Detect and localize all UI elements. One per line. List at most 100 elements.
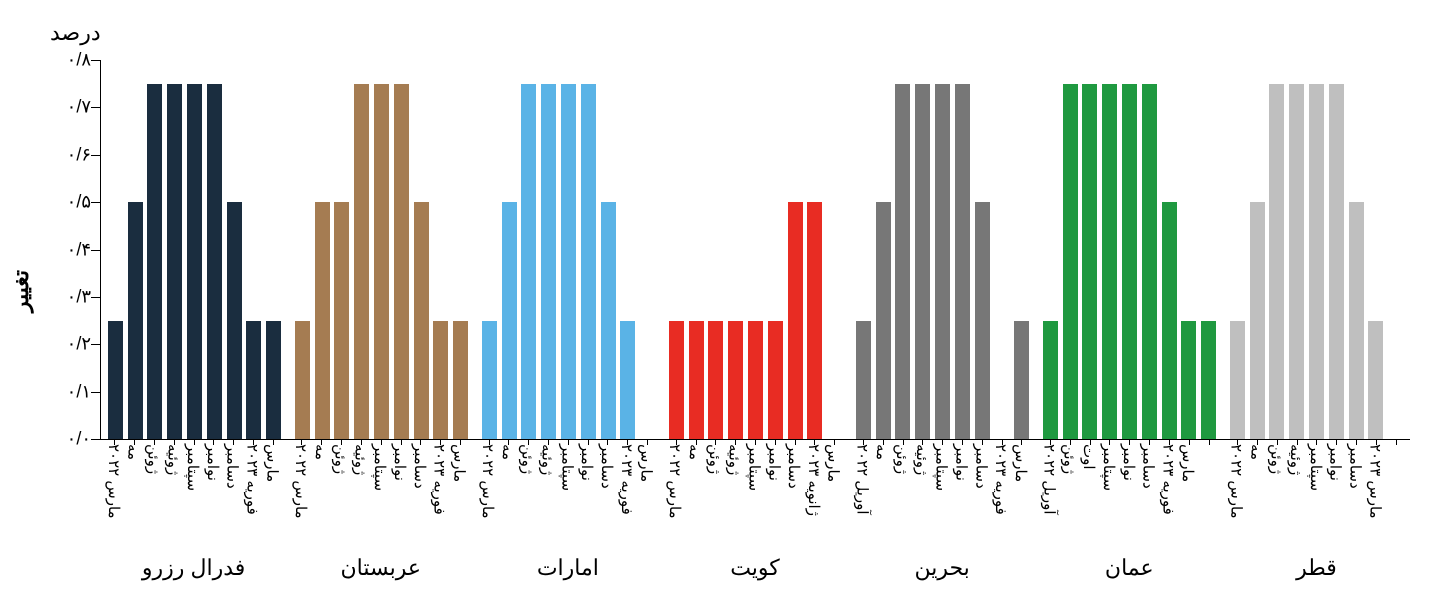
- x-bar-label: آوریل ۲۰۲۲: [855, 440, 870, 560]
- x-tick: [1376, 439, 1377, 445]
- x-tick: [1297, 439, 1298, 445]
- x-labels-region: مارس ۲۰۲۲ مه ژوئن ژوئیه سپتامبر نوامبر دسامبر ف…: [100, 440, 1410, 560]
- bar: [502, 202, 517, 439]
- plot-area: ۰/۰۰/۱۰/۲۰/۳۰/۴۰/۵۰/۶۰/۷۰/۸: [100, 60, 1410, 440]
- x-bar-label: ژوئن: [1062, 440, 1077, 560]
- x-bar-label: ژوئیه: [353, 440, 368, 560]
- group-labels-region: فدرال رزروعربستاناماراتکویتبحرینعمانقطر: [100, 555, 1410, 581]
- bar: [246, 321, 261, 439]
- x-bar-label: سپتامبر: [935, 440, 950, 560]
- x-bar-label: دسامبر: [600, 440, 615, 560]
- bar: [1201, 321, 1216, 439]
- x-bar-label: نوامبر: [580, 440, 595, 560]
- x-tick: [1277, 439, 1278, 445]
- bar: [1082, 84, 1097, 439]
- x-bar-label: مارس ۲۰۲۲: [294, 440, 309, 560]
- x-tick: [361, 439, 362, 445]
- bar: [856, 321, 871, 439]
- x-tick: [1109, 439, 1110, 445]
- bar: [187, 84, 202, 439]
- group-label: عمان: [1036, 555, 1223, 581]
- y-tick-label: ۰/۶: [51, 144, 91, 165]
- x-tick: [795, 439, 796, 445]
- x-tick: [755, 439, 756, 445]
- x-tick: [1356, 439, 1357, 445]
- x-tick: [588, 439, 589, 445]
- bar: [414, 202, 429, 439]
- bar: [167, 84, 182, 439]
- x-label-group: مارس ۲۰۲۲مهژوئنژوئیهسپتامبرنوامبردسامبرژ…: [661, 440, 848, 560]
- x-bar-label: دسامبر: [226, 440, 241, 560]
- x-bar-label: [1388, 440, 1403, 560]
- x-bar-label: فوریه ۲۰۲۳: [620, 440, 635, 560]
- x-bar-label: دسامبر: [974, 440, 989, 560]
- y-tick: [91, 202, 101, 203]
- x-bar-label: فوریه ۲۰۲۳: [994, 440, 1009, 560]
- bar: [895, 84, 910, 439]
- x-bar-label: مارس: [827, 440, 842, 560]
- x-bar-label: مارس ۲۰۲۲: [668, 440, 683, 560]
- x-bar-label: ژوئن: [146, 440, 161, 560]
- bar-group: [662, 60, 849, 439]
- y-axis-title: درصد: [50, 20, 101, 46]
- bar: [207, 84, 222, 439]
- x-bar-label: ژوئیه: [541, 440, 556, 560]
- x-label-group: آوریل ۲۰۲۲مهژوئنژوئیهسپتامبرنوامبردسامبر…: [849, 440, 1036, 560]
- bar-group: [1223, 60, 1410, 439]
- x-tick: [715, 439, 716, 445]
- x-bar-label: ژوئیه: [166, 440, 181, 560]
- bar: [433, 321, 448, 439]
- y-tick-label: ۰/۱: [51, 381, 91, 402]
- x-tick: [401, 439, 402, 445]
- x-tick: [834, 439, 835, 445]
- x-bar-label: ژوئن: [708, 440, 723, 560]
- x-tick: [321, 439, 322, 445]
- x-tick: [775, 439, 776, 445]
- bar-group: [101, 60, 288, 439]
- x-tick: [194, 439, 195, 445]
- x-tick: [273, 439, 274, 445]
- x-tick: [814, 439, 815, 445]
- x-bar-label: آوریل ۲۰۲۲: [1043, 440, 1058, 560]
- x-bar-label: اوت: [1082, 440, 1097, 560]
- bar: [935, 84, 950, 439]
- x-tick: [883, 439, 884, 445]
- x-bar-label: نوامبر: [954, 440, 969, 560]
- bar: [876, 202, 891, 439]
- x-bar-label: مه: [1249, 440, 1264, 560]
- bar: [708, 321, 723, 439]
- x-tick: [233, 439, 234, 445]
- x-bar-label: فوریه ۲۰۲۳: [246, 440, 261, 560]
- x-bar-label: مارس ۲۰۲۲: [481, 440, 496, 560]
- x-bar-label: سپتامبر: [1309, 440, 1324, 560]
- x-tick: [647, 439, 648, 445]
- x-bar-label: ژوئن: [1269, 440, 1284, 560]
- x-tick: [1070, 439, 1071, 445]
- bar: [601, 202, 616, 439]
- bar: [748, 321, 763, 439]
- x-tick: [903, 439, 904, 445]
- x-bar-label: مه: [501, 440, 516, 560]
- x-bar-label: مارس: [452, 440, 467, 560]
- bar: [807, 202, 822, 439]
- x-bar-label: نوامبر: [1329, 440, 1344, 560]
- bar: [1181, 321, 1196, 439]
- x-tick: [1050, 439, 1051, 445]
- y-tick-label: ۰/۸: [51, 50, 91, 71]
- x-bar-label: مارس: [1181, 440, 1196, 560]
- x-tick: [863, 439, 864, 445]
- x-bar-label: مه: [127, 440, 142, 560]
- x-bar-label: سپتامبر: [560, 440, 575, 560]
- y-tick-label: ۰/۵: [51, 192, 91, 213]
- y-tick: [91, 107, 101, 108]
- bar: [128, 202, 143, 439]
- bar: [1250, 202, 1265, 439]
- x-bar-label: ژوئیه: [915, 440, 930, 560]
- x-bar-label: مارس: [265, 440, 280, 560]
- y-tick: [91, 60, 101, 61]
- x-tick: [213, 439, 214, 445]
- group-label: قطر: [1223, 555, 1410, 581]
- x-bar-label: ژوئن: [334, 440, 349, 560]
- x-bar-label: مه: [688, 440, 703, 560]
- x-tick: [696, 439, 697, 445]
